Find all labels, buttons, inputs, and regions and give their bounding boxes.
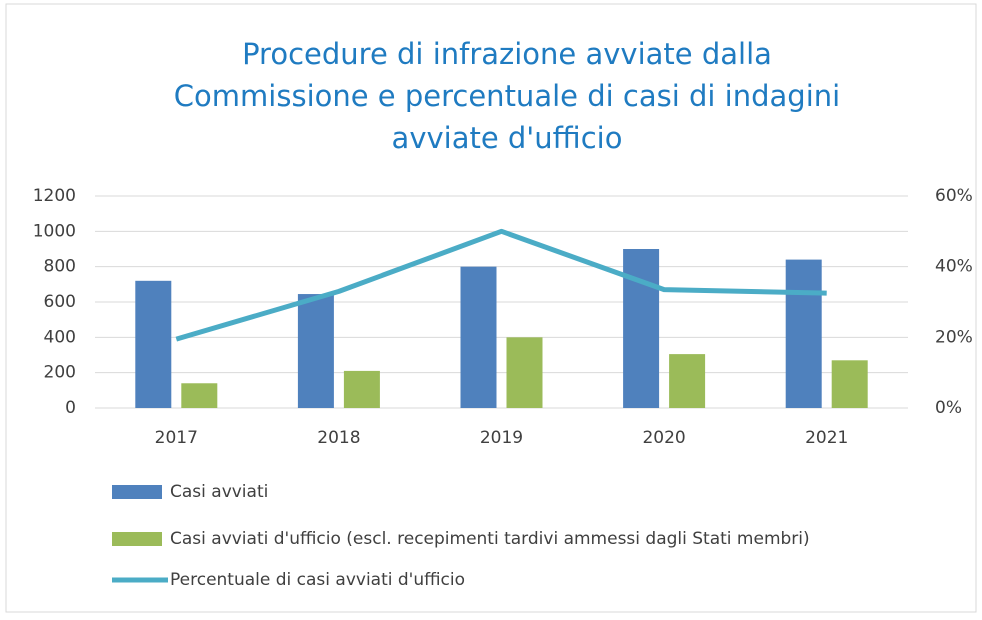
x-tick-label: 2018 xyxy=(317,428,360,448)
x-tick-label: 2021 xyxy=(805,428,848,448)
y2-tick-label: 60% xyxy=(935,186,973,206)
y-tick-label: 600 xyxy=(44,292,76,312)
x-tick-label: 2020 xyxy=(642,428,685,448)
legend-swatch xyxy=(112,485,162,499)
y-tick-label: 200 xyxy=(44,363,76,383)
bar xyxy=(785,259,822,408)
y2-tick-label: 40% xyxy=(935,257,973,277)
legend-label: Casi avviati xyxy=(170,482,268,502)
bar xyxy=(669,354,706,408)
legend-swatch xyxy=(112,532,162,546)
y-tick-label: 400 xyxy=(44,327,76,347)
y-tick-label: 800 xyxy=(44,257,76,277)
bar xyxy=(181,383,218,408)
y-tick-label: 1200 xyxy=(33,186,76,206)
bar xyxy=(460,266,497,408)
bar xyxy=(506,337,543,408)
bar xyxy=(831,360,868,408)
bar xyxy=(135,280,172,408)
y-tick-label: 0 xyxy=(65,398,76,418)
chart-title: avviate d'ufficio xyxy=(392,121,623,155)
x-tick-label: 2019 xyxy=(480,428,523,448)
legend-label: Percentuale di casi avviati d'ufficio xyxy=(170,570,465,590)
x-tick-label: 2017 xyxy=(155,428,198,448)
y2-tick-label: 20% xyxy=(935,327,973,347)
chart-title: Commissione e percentuale di casi di ind… xyxy=(174,79,840,113)
y-tick-label: 1000 xyxy=(33,221,76,241)
bar xyxy=(623,249,660,408)
bar xyxy=(343,370,380,408)
chart-title: Procedure di infrazione avviate dalla xyxy=(242,37,772,71)
line-series xyxy=(175,228,827,342)
legend-label: Casi avviati d'ufficio (escl. recepiment… xyxy=(170,529,810,549)
y2-tick-label: 0% xyxy=(935,398,962,418)
bar xyxy=(297,294,334,408)
